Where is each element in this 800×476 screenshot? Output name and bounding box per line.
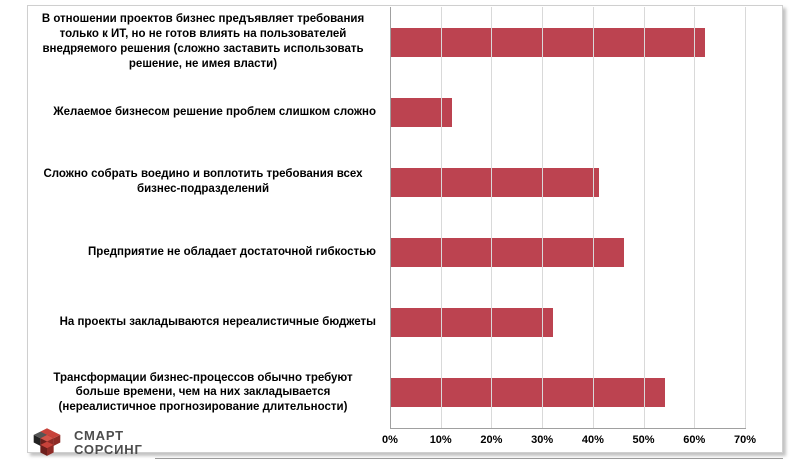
gridline <box>440 7 442 428</box>
bar <box>391 308 554 338</box>
category-label: Желаемое бизнесом решение проблем слишко… <box>53 105 376 118</box>
category-label: Сложно собрать воедино и воплотить требо… <box>43 168 363 196</box>
bar <box>391 97 452 127</box>
smartsourcing-logo-icon <box>33 428 61 456</box>
category-label: На проекты закладываются нереалистичные … <box>59 316 376 329</box>
bar-row <box>391 77 746 147</box>
category-label: В отношении проектов бизнес предъявляет … <box>41 13 365 71</box>
category-label: Трансформации бизнес-процессов обычно тр… <box>53 371 353 414</box>
x-tick-label: 60% <box>683 434 706 446</box>
bar-row <box>391 147 746 217</box>
plot-area <box>390 7 746 429</box>
bar-row <box>391 358 746 428</box>
bar-series <box>391 7 746 428</box>
gridline <box>643 7 645 428</box>
x-tick-label: 20% <box>480 434 503 446</box>
gridline <box>542 7 544 428</box>
footer-rule <box>155 458 783 459</box>
bar-row <box>391 218 746 288</box>
x-tick-label: 30% <box>531 434 554 446</box>
gridline <box>694 7 696 428</box>
smartsourcing-logo: СМАРТ СОРСИНГ <box>28 422 143 464</box>
x-axis-tick-labels: 0% 10% 20% 30% 40% 50% 60% 70% <box>382 434 756 449</box>
x-tick-label: 40% <box>581 434 604 446</box>
logo-text: СМАРТ СОРСИНГ <box>74 427 143 458</box>
category-axis-labels: В отношении проектов бизнес предъявляет … <box>30 7 382 428</box>
bar <box>391 167 599 197</box>
x-tick-label: 0% <box>382 434 398 446</box>
bar <box>391 27 706 57</box>
logo-text-line1: СМАРТ <box>74 427 124 443</box>
logo-text-line2: СОРСИНГ <box>74 442 143 457</box>
bar <box>391 238 625 268</box>
bar-row <box>391 7 746 77</box>
gridline <box>592 7 594 428</box>
chart-frame <box>27 5 783 453</box>
category-label: Предприятие не обладает достаточной гибк… <box>88 246 376 259</box>
bar <box>391 378 665 408</box>
bar-row <box>391 288 746 358</box>
x-tick-label: 50% <box>632 434 655 446</box>
gridline <box>745 7 746 428</box>
gridline <box>491 7 493 428</box>
x-tick-label: 70% <box>733 434 757 446</box>
x-tick-label: 10% <box>429 434 452 446</box>
